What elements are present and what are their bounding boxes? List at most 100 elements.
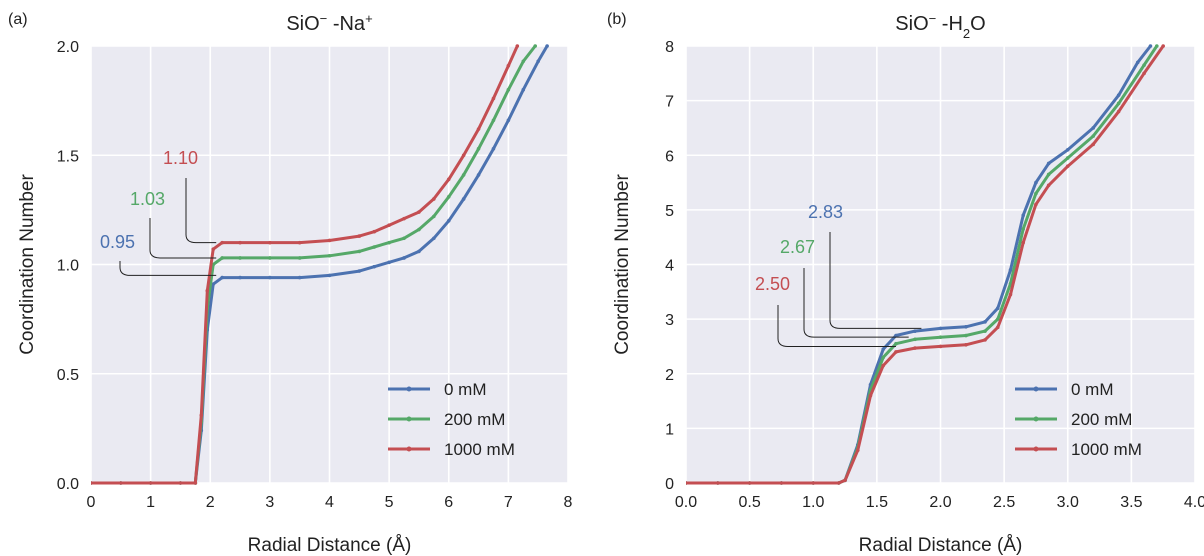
- data-point: [1065, 156, 1070, 160]
- x-tick-label: 1.5: [866, 494, 888, 511]
- series-1000-mm: [686, 44, 1165, 485]
- data-point: [995, 325, 1000, 330]
- data-point: [372, 229, 377, 234]
- data-point: [1142, 71, 1146, 76]
- data-point: [327, 238, 332, 243]
- legend-marker: [1033, 386, 1039, 392]
- x-tick-label: 1.0: [802, 494, 824, 511]
- y-tick-label: 8: [665, 39, 674, 56]
- data-point: [1091, 134, 1095, 138]
- data-point: [894, 333, 898, 338]
- data-point: [446, 194, 451, 199]
- title-superscript: −: [320, 11, 328, 26]
- title-text: -H: [936, 13, 963, 35]
- y-tick-label: 4: [665, 258, 674, 275]
- data-point: [402, 256, 406, 260]
- data-point: [297, 240, 302, 245]
- data-point: [1021, 227, 1026, 231]
- legend-marker: [1033, 446, 1039, 452]
- data-point: [476, 146, 481, 151]
- x-tick-label: 0: [87, 494, 96, 511]
- data-point: [686, 481, 688, 485]
- data-point: [387, 240, 391, 245]
- data-point: [357, 269, 362, 273]
- y-tick-label: 1.0: [57, 258, 79, 275]
- panel-b: (b) 0.0 0.5 1.0 1.5 2.0 2.5 3.0 3.5 4.0 0 1 2 3 4 5 6 7 8 R…: [607, 11, 1204, 556]
- data-point: [461, 197, 466, 201]
- data-point: [1065, 147, 1070, 152]
- data-point: [238, 256, 242, 260]
- legend-label: 0 mM: [1071, 380, 1114, 399]
- title-subscript: 2: [963, 26, 970, 41]
- legend: 0 mM 200 mM 1000 mM: [1015, 380, 1142, 459]
- data-point: [402, 236, 406, 241]
- data-point: [432, 236, 436, 241]
- data-point: [193, 481, 198, 485]
- y-tick-label: 0.0: [57, 476, 79, 493]
- data-point: [446, 219, 451, 223]
- data-point: [327, 273, 332, 278]
- x-tick-label: 8: [564, 494, 573, 511]
- data-point: [1091, 126, 1095, 130]
- chart-title: SiO− -Na+: [286, 11, 372, 36]
- title-superscript: −: [929, 11, 937, 26]
- data-point: [238, 240, 242, 245]
- y-tick-label: 5: [665, 203, 674, 220]
- data-point: [387, 260, 391, 265]
- data-point: [545, 44, 549, 48]
- data-point: [461, 153, 466, 158]
- data-point: [894, 350, 898, 354]
- annotation-leader: [829, 232, 922, 329]
- data-point: [446, 177, 451, 182]
- data-point: [995, 306, 1000, 311]
- data-point: [1116, 93, 1121, 97]
- data-point: [1155, 44, 1159, 48]
- data-point: [964, 324, 968, 329]
- panel-label: (a): [8, 11, 28, 28]
- annotation-leader: [185, 178, 217, 244]
- legend-label: 0 mM: [444, 380, 487, 399]
- data-point: [521, 59, 526, 64]
- x-tick-label: 5: [385, 494, 394, 511]
- data-point: [297, 256, 302, 260]
- y-tick-label: 3: [665, 312, 674, 329]
- data-point: [220, 275, 224, 280]
- x-tick-label: 3.5: [1120, 494, 1142, 511]
- data-point: [779, 481, 784, 485]
- x-tick-label: 0.5: [739, 494, 761, 511]
- panel-a: (a) 0 1 2 3 4 5 6 7 8 0.0 0.5 1.0 1.5 2.0 Radial Distan…: [8, 11, 573, 556]
- data-point: [938, 326, 943, 331]
- x-axis-label: Radial Distance (Å): [248, 535, 412, 556]
- data-point: [1008, 292, 1013, 297]
- data-point: [868, 393, 873, 398]
- legend: 0 mM 200 mM 1000 mM: [388, 380, 515, 459]
- data-point: [220, 256, 224, 260]
- data-point: [881, 355, 886, 360]
- legend-marker: [406, 416, 412, 422]
- title-superscript: +: [365, 11, 373, 26]
- data-point: [536, 59, 540, 64]
- data-point: [1091, 142, 1095, 147]
- data-point: [938, 335, 943, 339]
- y-tick-label: 7: [665, 94, 674, 111]
- annotation-leader: [119, 261, 217, 276]
- data-point: [1046, 183, 1051, 188]
- legend-label: 200 mM: [1071, 410, 1132, 429]
- data-point: [1034, 180, 1038, 185]
- y-axis-label: Coordination Number: [17, 174, 38, 355]
- annotation-label: 1.03: [130, 189, 165, 209]
- data-point: [1065, 164, 1070, 168]
- data-point: [913, 329, 917, 333]
- x-tick-label: 1: [146, 494, 155, 511]
- title-text: SiO: [895, 13, 928, 35]
- title-text: -Na: [327, 13, 366, 35]
- data-point: [855, 448, 860, 453]
- x-tick-label: 2.5: [993, 494, 1015, 511]
- x-tick-label: 0.0: [675, 494, 697, 511]
- data-point: [515, 44, 520, 48]
- data-point: [461, 173, 466, 177]
- data-point: [1034, 202, 1038, 207]
- x-axis-label: Radial Distance (Å): [859, 535, 1023, 556]
- panel-label: (b): [607, 11, 627, 28]
- title-text: SiO: [286, 13, 319, 35]
